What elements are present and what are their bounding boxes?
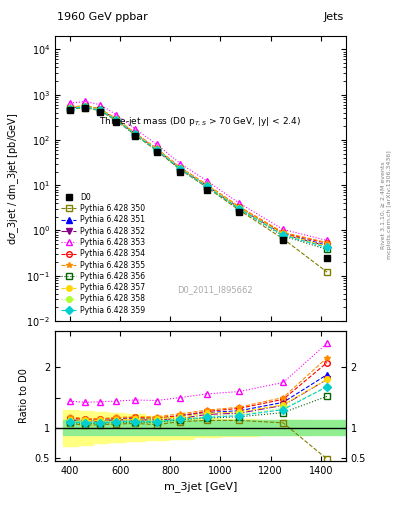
Text: Three-jet mass (D0 p$_{T,S}$ > 70 GeV, |y| < 2.4): Three-jet mass (D0 p$_{T,S}$ > 70 GeV, |…	[99, 115, 301, 128]
Text: Jets: Jets	[323, 11, 344, 22]
Legend: D0, Pythia 6.428 350, Pythia 6.428 351, Pythia 6.428 352, Pythia 6.428 353, Pyth: D0, Pythia 6.428 350, Pythia 6.428 351, …	[59, 190, 148, 317]
Text: 1960 GeV ppbar: 1960 GeV ppbar	[57, 11, 148, 22]
X-axis label: m_3jet [GeV]: m_3jet [GeV]	[164, 481, 237, 492]
Text: D0_2011_I895662: D0_2011_I895662	[177, 285, 253, 294]
Text: Rivet 3.1.10, ≥ 2.4M events: Rivet 3.1.10, ≥ 2.4M events	[381, 161, 386, 249]
Y-axis label: Ratio to D0: Ratio to D0	[19, 369, 29, 423]
Text: mcplots.cern.ch [arXiv:1306.3436]: mcplots.cern.ch [arXiv:1306.3436]	[387, 151, 391, 259]
Y-axis label: d$\sigma$_3jet / dm_3jet [pb/GeV]: d$\sigma$_3jet / dm_3jet [pb/GeV]	[6, 112, 21, 245]
